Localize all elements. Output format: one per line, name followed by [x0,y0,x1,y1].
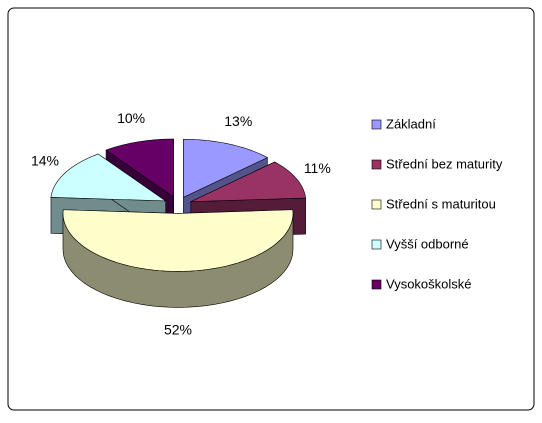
slice [190,161,306,202]
legend-label: Základní [386,116,436,131]
slice [105,138,174,198]
slice [183,138,269,198]
value-label: 10% [117,110,145,126]
legend-swatch [371,119,382,130]
legend-swatch [371,199,382,210]
value-label: 13% [224,113,252,129]
legend-label: Vysokoškolské [386,276,472,291]
slice [50,153,167,202]
value-label: 14% [31,152,59,168]
legend-label: Střední bez maturity [386,156,503,171]
legend-swatch [371,279,382,290]
value-label: 11% [304,160,331,176]
slice [62,209,294,272]
legend-swatch [371,159,382,170]
legend-label: Vyšší odborné [386,236,469,251]
legend-label: Střední s maturitou [386,196,496,211]
value-label: 52% [164,322,192,338]
legend-swatch [371,239,382,250]
